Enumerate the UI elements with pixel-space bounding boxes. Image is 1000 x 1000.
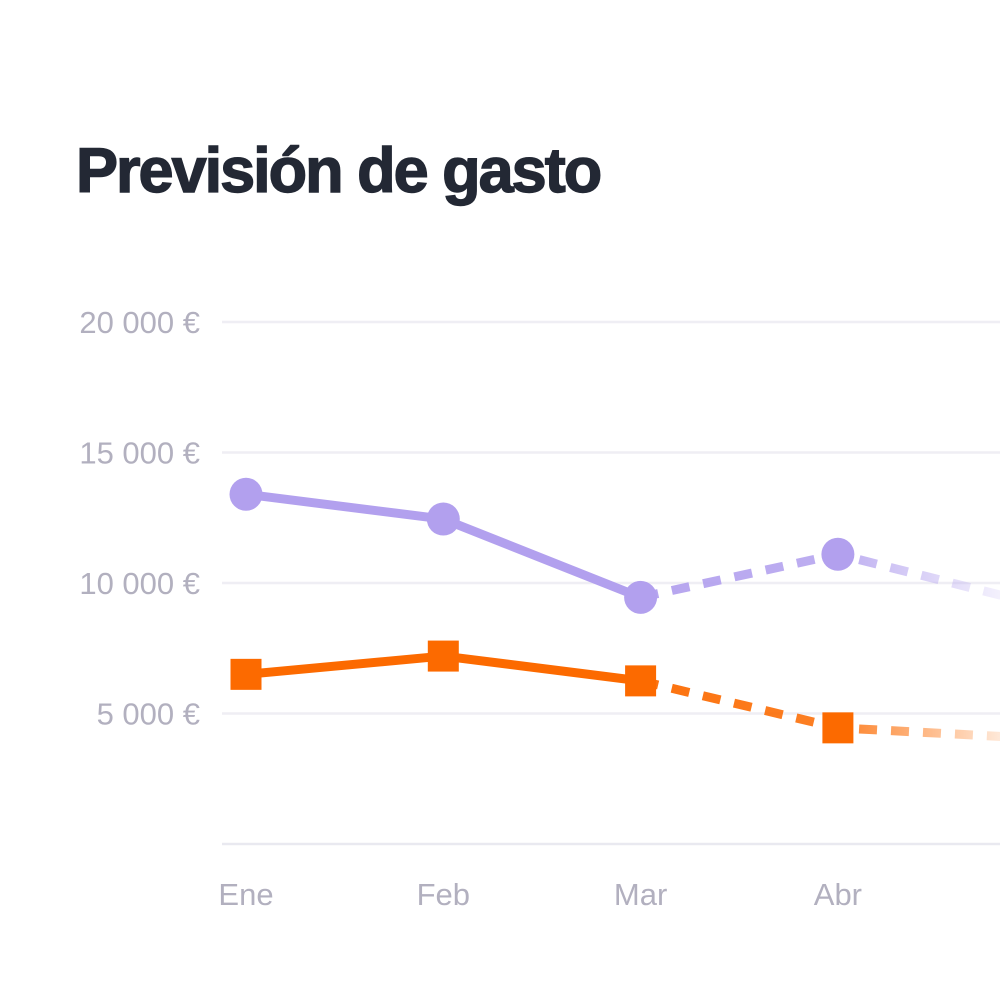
serie-morada-point-marker [229, 477, 263, 511]
x-axis-tick-label: Ene [218, 877, 273, 912]
serie-naranja-point-marker [822, 712, 854, 744]
serie-morada-forecast-line [639, 549, 1000, 602]
serie-naranja-point-marker [625, 665, 657, 697]
x-axis-tick-label: Mar [614, 877, 667, 912]
serie-morada-point-marker [821, 537, 855, 571]
serie-naranja-point-marker [427, 640, 459, 672]
serie-morada-point-marker [426, 502, 460, 536]
serie-morada-point-marker [624, 580, 658, 614]
x-axis-tick-label: Feb [417, 877, 470, 912]
y-axis-tick-label: 15 000 € [79, 436, 200, 471]
x-axis-tick-label: Abr [814, 877, 862, 912]
y-axis-tick-label: 10 000 € [79, 566, 200, 601]
chart-title: Previsión de gasto [75, 136, 603, 206]
y-axis-tick-label: 20 000 € [79, 305, 200, 340]
serie-naranja-forecast-line [639, 676, 1000, 741]
y-axis-tick-label: 5 000 € [97, 697, 200, 732]
serie-naranja-point-marker [230, 658, 262, 690]
